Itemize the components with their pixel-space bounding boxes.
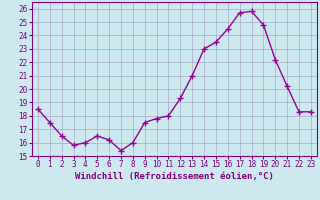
X-axis label: Windchill (Refroidissement éolien,°C): Windchill (Refroidissement éolien,°C) bbox=[75, 172, 274, 181]
